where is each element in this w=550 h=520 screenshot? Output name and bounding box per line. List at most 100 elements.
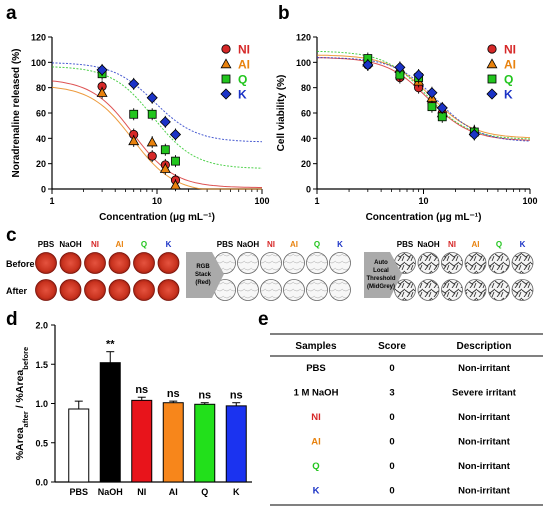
dish-image xyxy=(464,279,487,301)
legend-label-K: K xyxy=(504,88,513,102)
dish-image xyxy=(306,252,328,274)
dish-image xyxy=(417,252,440,274)
fit-curve-Q xyxy=(51,66,263,169)
fit-curve-K xyxy=(51,62,263,143)
y-tick-label: 80 xyxy=(36,83,46,93)
x-tick-label: Q xyxy=(201,487,208,497)
bar-AI xyxy=(162,402,184,483)
data-point-AI xyxy=(170,179,181,190)
x-axis-label: Concentration (μg mL⁻¹) xyxy=(99,212,215,223)
legend-label-AI: AI xyxy=(504,58,516,72)
dish-image xyxy=(394,279,416,301)
column-label-NaOH: NaOH xyxy=(237,240,259,249)
x-tick-label: 1 xyxy=(49,196,54,206)
fit-curve-AI xyxy=(51,86,262,190)
table-cell-description: Non-irritant xyxy=(458,486,511,497)
table-cell-score: 0 xyxy=(389,363,394,374)
data-point-K xyxy=(436,102,448,114)
x-tick-label: 100 xyxy=(522,196,537,206)
significance-label: ns xyxy=(198,390,211,402)
dish-image xyxy=(84,252,106,274)
fit-curve-AI xyxy=(316,54,531,139)
dish-image xyxy=(283,279,305,301)
dish-image xyxy=(133,252,155,274)
data-point-Q xyxy=(171,156,180,166)
data-point-AI xyxy=(96,87,108,97)
data-point-K xyxy=(146,92,158,104)
legend-marker-NI xyxy=(487,44,497,54)
dish-image xyxy=(157,279,180,301)
dish-image xyxy=(329,279,351,301)
row-label: After xyxy=(6,286,27,296)
y-tick-label: 40 xyxy=(36,134,46,144)
x-tick-label: 10 xyxy=(152,196,162,206)
arrow-threshold-label: Local xyxy=(373,268,389,274)
fit-curve-NI xyxy=(316,57,531,141)
dish-image xyxy=(35,279,57,301)
y-tick-label: 40 xyxy=(301,134,311,144)
y-tick-label: 0 xyxy=(306,185,311,195)
table-header: Samples xyxy=(295,341,337,352)
panel-letter-b: b xyxy=(278,3,290,24)
y-tick-label: 0.5 xyxy=(35,438,48,448)
data-point-Q xyxy=(129,109,139,119)
significance-label: ** xyxy=(106,339,115,351)
table-cell-description: Non-irritant xyxy=(458,412,511,423)
data-point-K xyxy=(413,69,425,81)
dish-image xyxy=(260,252,282,274)
arrow-rgb-stack-label: Stack xyxy=(195,272,212,278)
arrow-threshold-label: Threshold xyxy=(366,276,395,282)
dish-image xyxy=(133,279,155,301)
column-label-Q: Q xyxy=(141,240,147,249)
x-tick-label: K xyxy=(233,487,240,497)
y-tick-label: 100 xyxy=(296,58,311,68)
y-tick-label: 20 xyxy=(36,159,46,169)
dish-image xyxy=(488,252,510,274)
bar-NI xyxy=(131,399,153,483)
x-tick-label: NI xyxy=(137,487,146,497)
y-tick-label: 120 xyxy=(31,33,46,43)
dish-image xyxy=(59,279,82,301)
column-label-K: K xyxy=(166,240,172,249)
dish-image xyxy=(35,252,57,274)
y-axis-label: %Areaafter / %Areabefore xyxy=(14,347,30,460)
y-tick-label: 60 xyxy=(36,109,46,119)
y-tick-label: 100 xyxy=(31,58,46,68)
legend-marker-NI xyxy=(221,44,231,54)
dish-image xyxy=(511,279,534,301)
arrow-rgb-stack xyxy=(186,252,224,298)
data-point-K xyxy=(362,59,374,71)
fit-curve-NI xyxy=(51,80,262,188)
y-tick-label: 20 xyxy=(301,159,311,169)
column-label-AI: AI xyxy=(116,240,124,249)
arrow-threshold xyxy=(364,252,402,298)
data-point-AI xyxy=(128,135,140,146)
legend-label-Q: Q xyxy=(238,73,247,87)
y-axis-label-part: %Area xyxy=(14,427,26,460)
table-cell-sample: PBS xyxy=(306,363,326,374)
dish-image xyxy=(237,279,259,301)
column-label-AI: AI xyxy=(472,240,480,249)
y-tick-label: 2.0 xyxy=(35,321,48,331)
dish-image xyxy=(59,252,82,274)
column-label-NI: NI xyxy=(267,240,275,249)
table-cell-description: Non-irritant xyxy=(458,437,511,448)
table-header: Description xyxy=(456,341,511,352)
column-label-K: K xyxy=(337,240,343,249)
data-point-AI xyxy=(159,163,171,173)
data-point-K xyxy=(394,61,406,73)
significance-label: ns xyxy=(230,390,243,402)
legend-label-K: K xyxy=(238,88,247,102)
dish-image xyxy=(511,252,534,274)
table-cell-sample: AI xyxy=(311,437,321,448)
bar-PBS xyxy=(68,408,90,483)
table-cell-score: 0 xyxy=(389,412,394,423)
panel-letter-a: a xyxy=(6,3,17,24)
x-axis-label: Concentration (μg mL⁻¹) xyxy=(366,212,482,223)
legend-label-NI: NI xyxy=(238,43,250,57)
legend-marker-AI xyxy=(486,58,498,69)
y-axis-label-part: / %Area xyxy=(14,370,26,412)
